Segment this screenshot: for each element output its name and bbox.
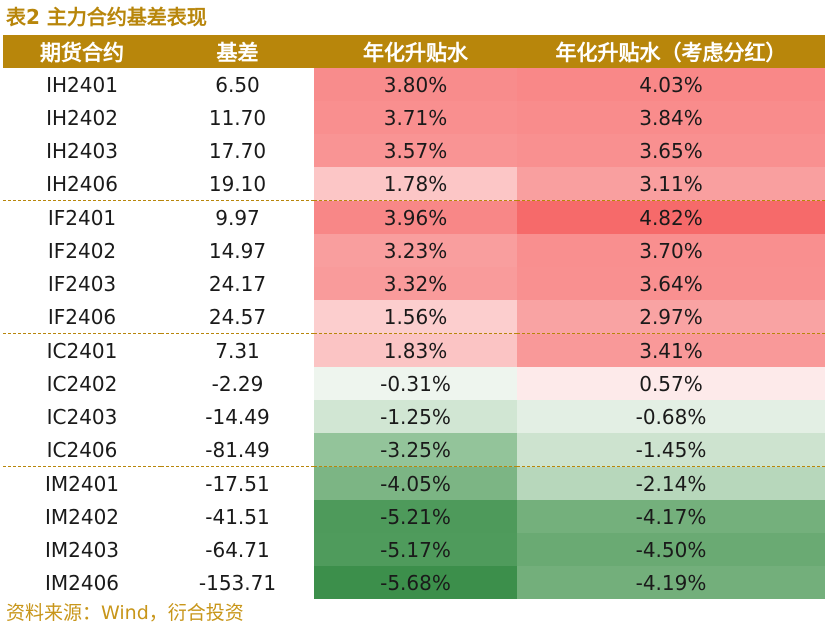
table-row: IM2403 -64.71 -5.17% -4.50% — [3, 533, 825, 566]
table-row: IF2401 9.97 3.96% 4.82% — [3, 200, 825, 234]
table-row: IM2402 -41.51 -5.21% -4.17% — [3, 500, 825, 533]
annualized-dividend-cell: -4.50% — [517, 533, 825, 566]
annualized-cell: 3.57% — [314, 134, 517, 167]
annualized-cell: 3.32% — [314, 267, 517, 300]
header-annualized-dividend: 年化升贴水（考虑分红） — [517, 35, 825, 68]
annualized-cell: -4.05% — [314, 466, 517, 500]
basis-cell: -153.71 — [198, 570, 277, 595]
table-row: IC2401 7.31 1.83% 3.41% — [3, 333, 825, 367]
annualized-cell: 1.56% — [314, 300, 517, 334]
annualized-dividend-cell: 3.65% — [517, 134, 825, 167]
table-row: IH2406 19.10 1.78% 3.11% — [3, 167, 825, 201]
contract-cell: IH2402 — [46, 105, 118, 130]
annualized-dividend-cell: 4.82% — [517, 200, 825, 234]
basis-cell: -14.49 — [205, 404, 270, 429]
annualized-dividend-cell: -4.19% — [517, 566, 825, 599]
contract-cell: IH2403 — [46, 138, 118, 163]
contract-cell: IM2403 — [44, 537, 120, 562]
annualized-dividend-cell: 3.64% — [517, 267, 825, 300]
basis-cell: 24.57 — [161, 300, 314, 334]
header-basis: 基差 — [161, 35, 314, 68]
header-row: 期货合约 基差 年化升贴水 年化升贴水（考虑分红） — [3, 35, 825, 68]
table-row: IM2401 -17.51 -4.05% -2.14% — [3, 466, 825, 500]
basis-cell: -2.29 — [211, 371, 264, 396]
table-row: IF2403 24.17 3.32% 3.64% — [3, 267, 825, 300]
annualized-cell: -0.31% — [314, 367, 517, 400]
table-row: IM2406 -153.71 -5.68% -4.19% — [3, 566, 825, 599]
annualized-dividend-cell: -2.14% — [517, 466, 825, 500]
source-note: 资料来源：Wind，衍合投资 — [6, 602, 244, 624]
basis-cell: 24.17 — [208, 271, 267, 296]
annualized-cell: 3.23% — [314, 234, 517, 267]
table-row: IH2402 11.70 3.71% 3.84% — [3, 101, 825, 134]
table-title: 表2 主力合约基差表现 — [6, 5, 207, 29]
annualized-cell: 1.78% — [314, 167, 517, 201]
basis-cell: -17.51 — [205, 471, 270, 496]
basis-cell: -64.71 — [205, 537, 270, 562]
contract-cell: IF2403 — [47, 271, 117, 296]
annualized-dividend-cell: 4.03% — [517, 68, 825, 101]
basis-cell: -41.51 — [205, 504, 270, 529]
basis-cell: 7.31 — [215, 338, 260, 363]
annualized-dividend-cell: 3.11% — [517, 167, 825, 201]
annualized-cell: 3.80% — [314, 68, 517, 101]
table-row: IC2406 -81.49 -3.25% -1.45% — [3, 433, 825, 467]
annualized-cell: -5.21% — [314, 500, 517, 533]
annualized-dividend-cell: -1.45% — [517, 433, 825, 467]
contract-cell: IC2401 — [46, 338, 118, 363]
basis-cell: -81.49 — [161, 433, 314, 467]
basis-cell: 19.10 — [161, 167, 314, 201]
annualized-cell: 1.83% — [314, 333, 517, 367]
annualized-cell: -1.25% — [314, 400, 517, 433]
basis-cell: 9.97 — [215, 205, 260, 230]
annualized-cell: -5.68% — [314, 566, 517, 599]
annualized-dividend-cell: 0.57% — [517, 367, 825, 400]
contract-cell: IC2406 — [3, 433, 161, 467]
contract-cell: IF2406 — [3, 300, 161, 334]
contract-cell: IC2402 — [46, 371, 118, 396]
basis-cell: 6.50 — [215, 72, 260, 97]
table-row: IC2403 -14.49 -1.25% -0.68% — [3, 400, 825, 433]
contract-cell: IF2401 — [47, 205, 117, 230]
annualized-dividend-cell: 3.41% — [517, 333, 825, 367]
table-row: IH2403 17.70 3.57% 3.65% — [3, 134, 825, 167]
annualized-dividend-cell: 3.70% — [517, 234, 825, 267]
annualized-cell: -5.17% — [314, 533, 517, 566]
contract-cell: IM2402 — [44, 504, 120, 529]
header-contract: 期货合约 — [3, 35, 161, 68]
table-row: IC2402 -2.29 -0.31% 0.57% — [3, 367, 825, 400]
contract-cell: IC2403 — [46, 404, 118, 429]
contract-cell: IH2406 — [3, 167, 161, 201]
annualized-dividend-cell: -0.68% — [517, 400, 825, 433]
basis-cell: 11.70 — [208, 105, 267, 130]
annualized-dividend-cell: 3.84% — [517, 101, 825, 134]
table-row: IH2401 6.50 3.80% 4.03% — [3, 68, 825, 101]
contract-cell: IM2406 — [44, 570, 120, 595]
contract-cell: IH2401 — [46, 72, 118, 97]
annualized-dividend-cell: 2.97% — [517, 300, 825, 334]
header-annualized: 年化升贴水 — [314, 35, 517, 68]
basis-cell: 17.70 — [208, 138, 267, 163]
contract-cell: IF2402 — [47, 238, 117, 263]
annualized-cell: 3.71% — [314, 101, 517, 134]
table-row: IF2402 14.97 3.23% 3.70% — [3, 234, 825, 267]
annualized-dividend-cell: -4.17% — [517, 500, 825, 533]
contract-cell: IM2401 — [44, 471, 120, 496]
annualized-cell: 3.96% — [314, 200, 517, 234]
basis-table: 期货合约 基差 年化升贴水 年化升贴水（考虑分红） IH2401 6.50 3.80… — [3, 35, 825, 599]
basis-cell: 14.97 — [208, 238, 267, 263]
annualized-cell: -3.25% — [314, 433, 517, 467]
table-row: IF2406 24.57 1.56% 2.97% — [3, 300, 825, 334]
table-header: 期货合约 基差 年化升贴水 年化升贴水（考虑分红） — [3, 35, 825, 68]
table-body: IH2401 6.50 3.80% 4.03% IH2402 11.70 3.71% 3.84… — [3, 68, 825, 599]
